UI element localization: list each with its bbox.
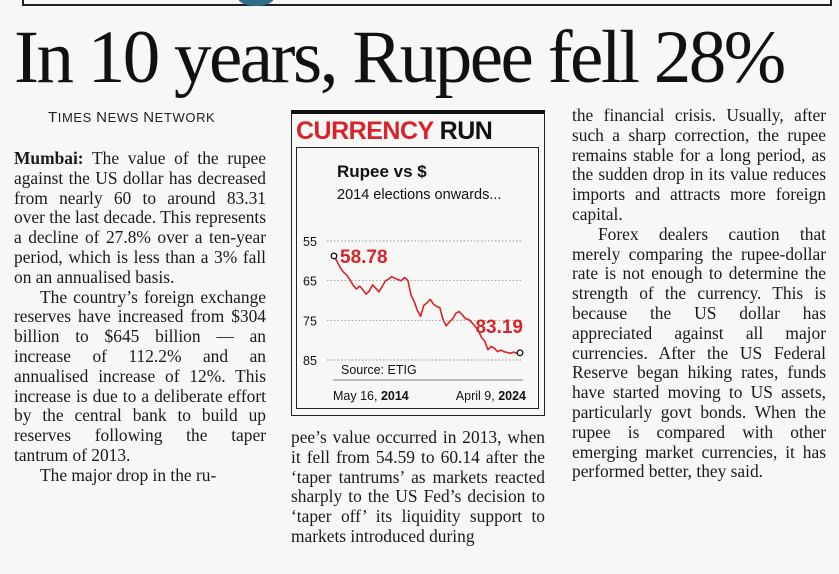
rupee-line-chart: Rupee vs $ 2014 elections onwards... 55 6…: [303, 162, 526, 403]
headline: In 10 years, Rupee fell 28%: [14, 16, 786, 99]
paragraph: Mumbai: The value of the rupee against t…: [14, 148, 266, 287]
paragraph: Forex dealers caution that merely compar…: [572, 223, 826, 482]
x-start-label: May 16, 2014: [333, 389, 409, 403]
chart-source: Source: ETIG: [341, 363, 417, 377]
infobox-title: CURRENCY RUN: [296, 117, 493, 145]
dateline: Mumbai:: [14, 148, 84, 168]
start-point: [330, 252, 338, 260]
paragraph: the financial crisis. Usually, after suc…: [572, 105, 826, 224]
chart-subtitle: 2014 elections onwards...: [337, 187, 501, 203]
article-column-1: Mumbai: The value of the rupee against t…: [14, 148, 266, 486]
y-tick-label: 85: [303, 354, 317, 368]
x-end-label: April 9, 2024: [456, 389, 526, 403]
y-tick-label: 65: [303, 275, 317, 289]
paragraph: pee’s value occurred in 2013, when it fe…: [291, 427, 545, 546]
paragraph: The country’s foreign exchange reserves …: [14, 286, 266, 465]
end-point: [516, 349, 524, 357]
chart-panel: Rupee vs $ 2014 elections onwards... 55 6…: [296, 147, 539, 409]
currency-run-infobox: CURRENCY RUN Rupee vs $ 2014 elections o…: [291, 110, 545, 416]
article-column-2: pee’s value occurred in 2013, when it fe…: [291, 427, 545, 547]
infobox-top-rule: [291, 110, 545, 114]
y-tick-label: 55: [303, 235, 317, 249]
article-column-3: the financial crisis. Usually, after suc…: [572, 105, 826, 482]
start-value-label: 58.78: [340, 247, 388, 268]
top-frame: [22, 0, 832, 6]
y-tick-label: 75: [303, 314, 317, 328]
paragraph: The major drop in the ru-: [40, 464, 217, 485]
byline: TIMES NEWS NETWORK: [48, 109, 216, 126]
end-value-label: 83.19: [475, 317, 523, 338]
chart-title: Rupee vs $: [337, 162, 427, 181]
masthead-logo-fragment: [238, 0, 274, 6]
rupee-series-line: [333, 255, 521, 355]
